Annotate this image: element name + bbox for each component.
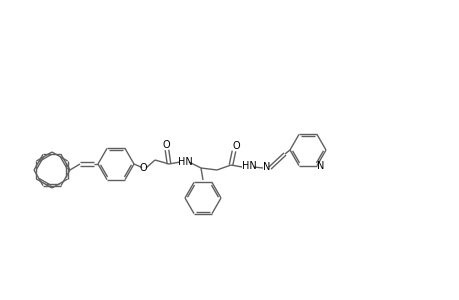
Text: O: O xyxy=(162,140,169,150)
Text: O: O xyxy=(232,141,239,151)
Text: O: O xyxy=(139,163,146,173)
Text: HN: HN xyxy=(177,157,192,167)
Text: N: N xyxy=(263,162,270,172)
Text: HN: HN xyxy=(241,161,256,171)
Text: N: N xyxy=(317,160,324,171)
